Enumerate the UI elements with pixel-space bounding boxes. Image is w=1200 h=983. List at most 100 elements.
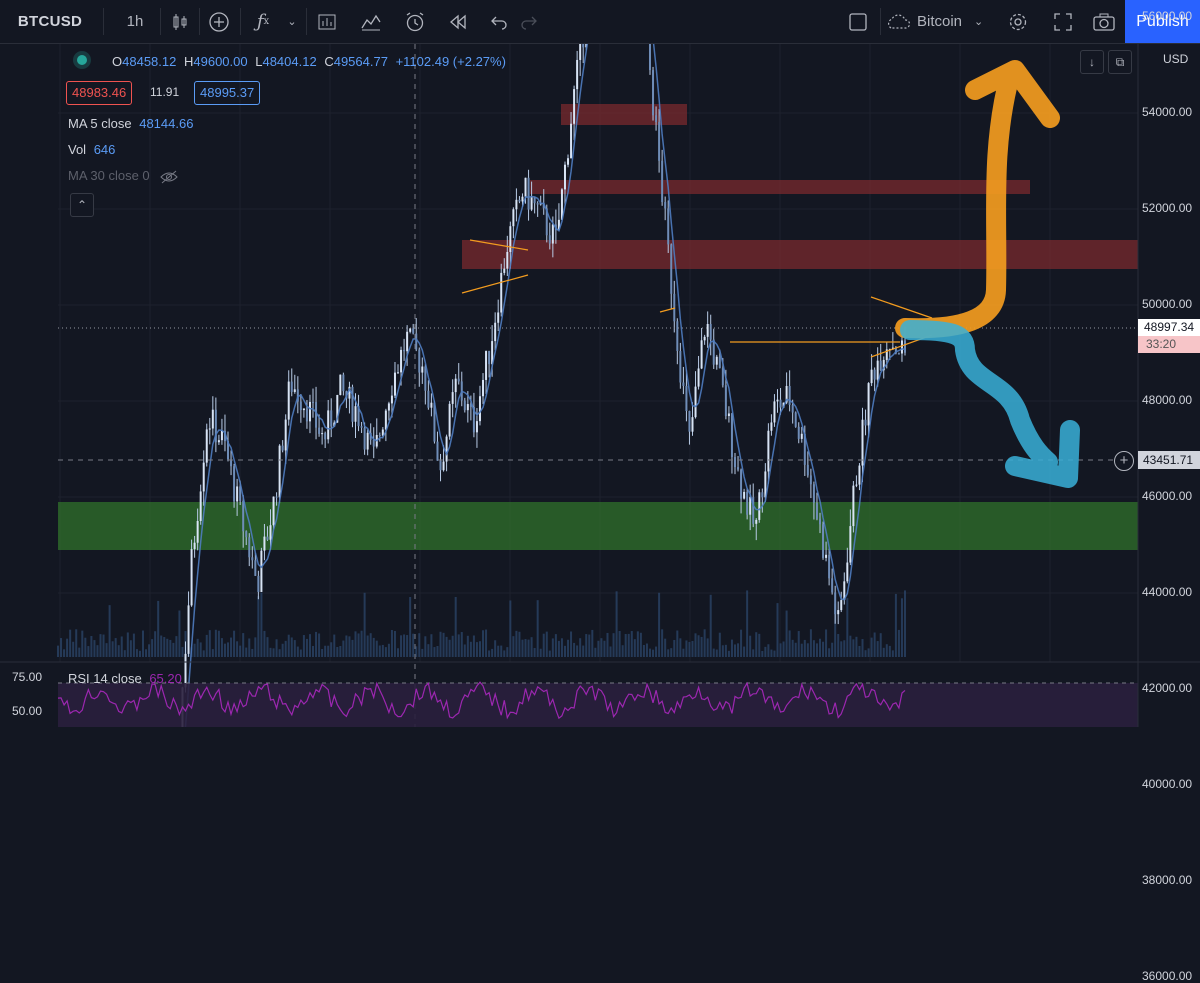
volume-bar [773,650,776,657]
candle-body [709,323,712,340]
volume-bar [749,635,752,657]
add-alert-plus-icon[interactable]: + [1114,451,1134,471]
candle-body [882,359,885,371]
camera-snapshot-icon[interactable] [1089,0,1119,43]
settings-gear-icon[interactable] [1003,0,1033,43]
volume-bar [567,639,570,657]
volume-bar [93,640,96,657]
close-label: C [324,54,334,69]
compare-plus-icon[interactable] [204,0,234,43]
candle-body [421,366,424,373]
candle-body [834,592,837,615]
volume-bar [867,648,870,657]
volume-bar [785,610,788,657]
volume-bar [685,640,688,657]
replay-rewind-icon[interactable] [443,0,473,43]
resistance-zone-lower [462,240,1138,269]
volume-bar [706,638,709,657]
candle-body [202,462,205,492]
candle-body [475,421,478,433]
redo-icon[interactable] [514,0,544,43]
maximize-pane-icon[interactable]: ⧉ [1108,50,1132,74]
volume-bar [208,630,211,657]
volume-bar [312,645,315,657]
volume-bar [378,645,381,657]
volume-bar [509,600,512,657]
collapse-legend-chevron-icon[interactable]: ⌃ [70,193,94,217]
templates-icon[interactable] [312,0,342,43]
toolbar-divider [880,8,881,35]
volume-bar [585,634,588,657]
candle-body [770,422,773,431]
volume-bar [90,636,93,657]
volume-bar [624,633,627,657]
volume-bar [724,644,727,657]
volume-bar [791,639,794,657]
volume-bar [655,646,658,657]
volume-bar [348,636,351,657]
volume-bar [384,647,387,657]
candle-body [430,402,433,408]
resistance-zone-top [561,104,687,125]
price-chart-canvas[interactable] [0,44,1200,727]
symbol-search-button[interactable]: BTCUSD [17,13,83,30]
candle-body [217,440,220,443]
volume-bar [372,637,375,657]
candle-body [852,485,855,527]
candle-body [254,560,257,576]
candle-body [843,581,846,601]
candle-body [585,44,588,48]
sell-price-button[interactable]: 48983.46 [66,81,133,105]
volume-bar [515,630,518,657]
candle-body [855,484,858,486]
candle-body [381,429,384,436]
candle-style-icon[interactable] [165,0,195,43]
volume-bar [485,629,488,657]
financials-icon[interactable] [356,0,386,43]
toolbar-divider [199,8,200,35]
volume-bar [776,603,779,657]
scroll-down-arrow-icon[interactable]: ↓ [1080,50,1104,74]
publish-button[interactable]: Publish [1125,0,1200,43]
volume-bar [315,631,318,657]
volume-bar [615,591,618,657]
bullish-arrow-drawing [895,60,1060,339]
buy-price-button[interactable]: 48995.37 [194,81,261,105]
chart-area[interactable]: 60000.0058000.0056000.0054000.0052000.00… [0,9,1200,983]
volume-bar [123,650,126,657]
undo-icon[interactable] [484,0,514,43]
hidden-eye-icon[interactable] [159,170,179,184]
candle-body [791,404,794,413]
candle-body [685,385,688,411]
layout-square-icon[interactable] [843,0,873,43]
volume-bar [527,639,530,657]
volume-bar [800,643,803,657]
volume-bar [254,637,257,657]
volume-bar [703,629,706,657]
candle-body [384,410,387,430]
volume-bar [497,645,500,657]
volume-bar [281,643,284,657]
fullscreen-icon[interactable] [1048,0,1078,43]
alert-clock-icon[interactable] [400,0,430,43]
ma30-label: MA 30 close 0 [68,168,150,183]
volume-bar [327,645,330,657]
candle-body [758,492,761,520]
candle-body [284,419,287,451]
volume-bar [151,639,154,657]
chart-layout-dropdown[interactable]: Bitcoin ⌄ [885,0,995,43]
volume-bar [239,645,242,657]
interval-button[interactable]: 1h [126,13,144,30]
price-tick-label: 44000.00 [1142,585,1193,599]
resistance-zone-middle [530,180,1030,194]
market-status-dot[interactable] [77,55,87,65]
volume-bar [588,634,591,657]
volume-bar [393,630,396,657]
volume-bar [397,648,400,657]
volume-bar [767,644,770,657]
candle-body [242,500,245,532]
volume-bar [230,637,233,657]
chevron-down-icon[interactable]: ⌄ [287,16,297,28]
candle-body [733,457,736,468]
